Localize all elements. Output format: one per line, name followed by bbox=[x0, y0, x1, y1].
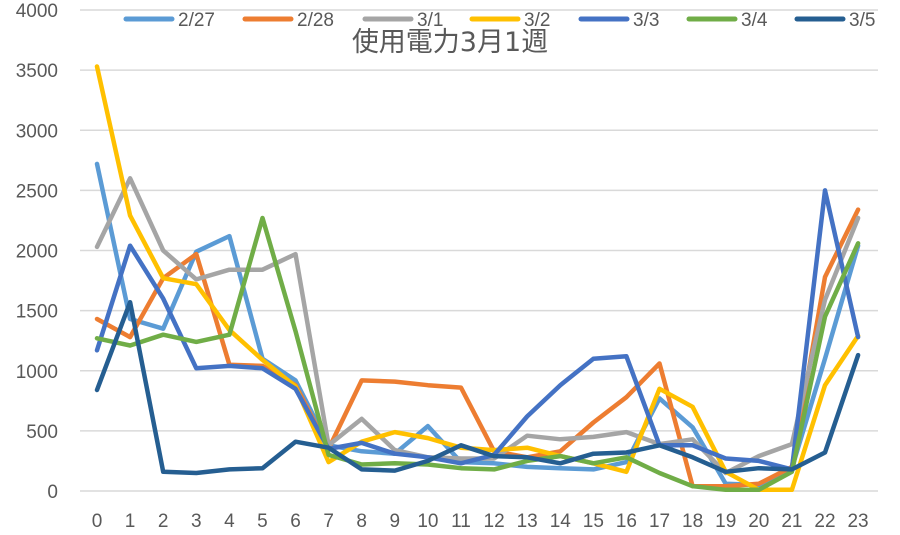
legend-label: 3/2 bbox=[524, 10, 550, 31]
legend-item-2-28: 2/28 bbox=[242, 10, 334, 31]
legend-label: 3/5 bbox=[849, 10, 875, 31]
y-tick-label: 1000 bbox=[16, 362, 58, 383]
legend-item-3-5: 3/5 bbox=[794, 10, 875, 31]
y-tick-label: 2500 bbox=[16, 181, 58, 202]
y-tick-label: 1500 bbox=[16, 302, 58, 323]
y-tick-label: 2000 bbox=[16, 242, 58, 263]
x-tick-label: 3 bbox=[191, 511, 202, 532]
x-tick-label: 10 bbox=[417, 511, 438, 532]
legend-item-2-27: 2/27 bbox=[123, 10, 215, 31]
x-tick-label: 15 bbox=[583, 511, 604, 532]
y-tick-label: 3500 bbox=[16, 61, 58, 82]
y-tick-label: 500 bbox=[26, 422, 58, 443]
y-tick-label: 0 bbox=[47, 482, 58, 503]
legend-item-3-4: 3/4 bbox=[686, 10, 768, 31]
x-tick-label: 13 bbox=[517, 511, 538, 532]
x-tick-label: 21 bbox=[781, 511, 802, 532]
x-tick-label: 9 bbox=[390, 511, 401, 532]
x-axis: 0 1 2 3 4 5 6 7 8 9 10 11 12 13 14 15 16 17 18 19 20 21 22 23 bbox=[92, 511, 869, 532]
legend-label: 3/4 bbox=[741, 10, 768, 31]
series-line-2-27 bbox=[94, 161, 861, 488]
legend-label: 3/1 bbox=[417, 10, 443, 31]
x-tick-label: 11 bbox=[451, 511, 471, 532]
series-line-2-28 bbox=[94, 207, 861, 489]
y-tick-label: 4000 bbox=[16, 1, 58, 22]
x-tick-label: 7 bbox=[323, 511, 334, 532]
x-tick-label: 6 bbox=[290, 511, 301, 532]
x-tick-label: 1 bbox=[125, 511, 136, 532]
x-tick-label: 17 bbox=[649, 511, 670, 532]
x-tick-label: 18 bbox=[682, 511, 703, 532]
chart-title: 使用電力3月1週 bbox=[352, 27, 548, 58]
x-tick-label: 0 bbox=[92, 511, 103, 532]
x-tick-label: 8 bbox=[356, 511, 367, 532]
series-line-3-3 bbox=[94, 188, 861, 472]
series-lines bbox=[94, 64, 861, 493]
x-tick-label: 19 bbox=[715, 511, 736, 532]
x-tick-label: 20 bbox=[748, 511, 769, 532]
x-tick-label: 2 bbox=[158, 511, 169, 532]
series-line-3-1 bbox=[94, 176, 861, 476]
legend: 2/27 2/28 3/1 3/2 3/3 3/4 3/5 bbox=[123, 10, 875, 31]
y-tick-label: 3000 bbox=[16, 121, 58, 142]
x-tick-label: 5 bbox=[257, 511, 268, 532]
legend-label: 3/3 bbox=[633, 10, 659, 31]
x-tick-label: 12 bbox=[484, 511, 505, 532]
x-tick-label: 16 bbox=[616, 511, 637, 532]
legend-label: 2/27 bbox=[178, 10, 215, 31]
x-tick-label: 23 bbox=[847, 511, 868, 532]
legend-item-3-3: 3/3 bbox=[578, 10, 659, 31]
legend-item-3-2: 3/2 bbox=[469, 10, 550, 31]
x-tick-label: 14 bbox=[550, 511, 572, 532]
legend-item-3-1: 3/1 bbox=[362, 10, 443, 31]
x-tick-label: 22 bbox=[814, 511, 835, 532]
legend-label: 2/28 bbox=[297, 10, 334, 31]
y-axis: 0 500 1000 1500 2000 2500 3000 3500 4000 bbox=[16, 1, 58, 503]
series-line-3-5 bbox=[94, 299, 861, 476]
series-line-3-4 bbox=[94, 215, 861, 493]
x-tick-label: 4 bbox=[224, 511, 235, 532]
